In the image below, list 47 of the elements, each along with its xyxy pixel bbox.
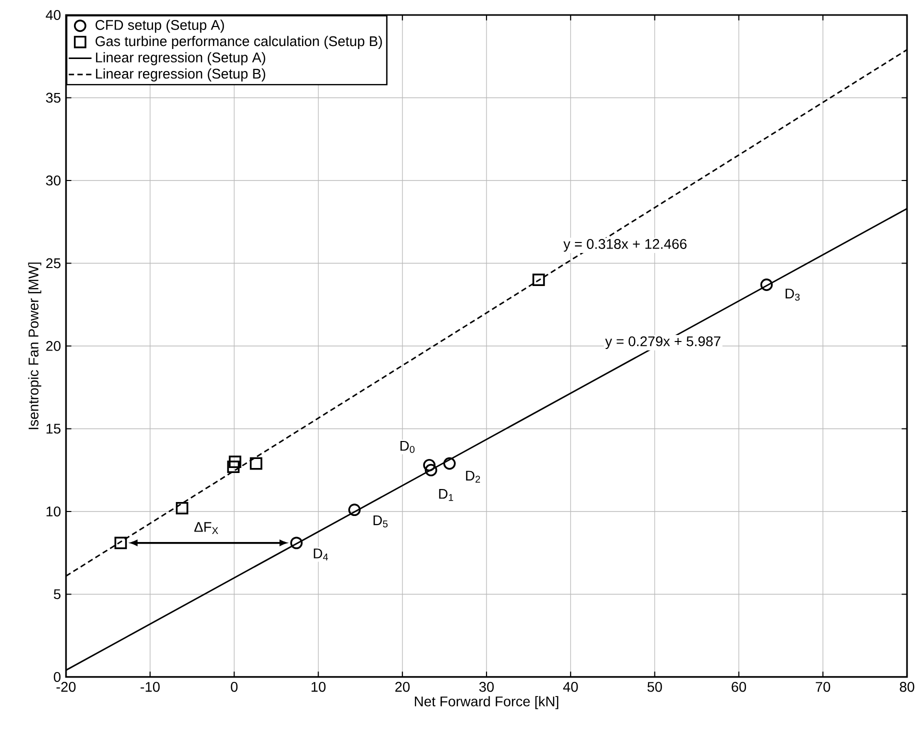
legend-label: Gas turbine performance calculation (Setup B) xyxy=(96,36,382,49)
x-tick-label: 60 xyxy=(732,682,746,692)
y-tick-label: 20 xyxy=(46,341,61,351)
legend-label: Linear regression (Setup A) xyxy=(96,52,266,66)
x-tick-label: 70 xyxy=(816,682,830,692)
point xyxy=(443,457,456,470)
annotation: D$_{5}$ xyxy=(374,515,388,528)
x-tick-label: 10 xyxy=(312,682,326,692)
annotation: D$_{3}$ xyxy=(786,288,800,301)
y-tick-label: 30 xyxy=(46,176,61,186)
x-tick-label: -20 xyxy=(56,682,76,692)
point xyxy=(290,536,303,550)
point xyxy=(423,458,436,472)
annotation: D$_{1}$ xyxy=(439,489,454,501)
point xyxy=(760,278,773,291)
point xyxy=(348,504,361,516)
annotation: y = 0.279x + 5.987 xyxy=(605,336,720,350)
x-tick-label: 0 xyxy=(230,682,238,692)
x-tick-label: 40 xyxy=(563,682,578,692)
x-tick-label: -10 xyxy=(140,682,160,692)
legend-label: Linear regression (Setup B) xyxy=(96,68,266,82)
point xyxy=(114,536,127,550)
y-tick-label: 25 xyxy=(46,258,60,268)
x-tick-label: 20 xyxy=(395,682,410,692)
annotation: D$_{4}$ xyxy=(314,548,328,560)
point xyxy=(424,464,438,476)
point xyxy=(176,502,188,514)
x-tick-label: 30 xyxy=(479,682,494,692)
y-tick-label: 35 xyxy=(46,92,60,103)
legend-label: CFD setup (Setup A) xyxy=(96,20,224,33)
y-tick-label: 0 xyxy=(54,672,61,682)
x-tick-label: 80 xyxy=(900,682,914,692)
y-tick-label: 15 xyxy=(46,424,60,434)
y-tick-label: 40 xyxy=(46,10,61,20)
point xyxy=(227,460,240,474)
annotation: D$_{0}$ xyxy=(400,440,415,453)
x-axis-title: Net Forward Force [kN] xyxy=(414,696,558,710)
annotation: D$_{2}$ xyxy=(466,470,480,483)
annotation: ΔF$_{X}$ xyxy=(194,522,218,534)
annotation: y = 0.318x + 12.466 xyxy=(563,239,687,252)
x-tick-label: 50 xyxy=(647,682,662,692)
point xyxy=(228,456,242,468)
y-tick-label: 10 xyxy=(46,506,61,516)
y-tick-label: 5 xyxy=(54,589,60,600)
y-axis-title: Isentropic Fan Power [MW] xyxy=(28,262,42,430)
point xyxy=(250,457,262,470)
point xyxy=(532,274,545,286)
